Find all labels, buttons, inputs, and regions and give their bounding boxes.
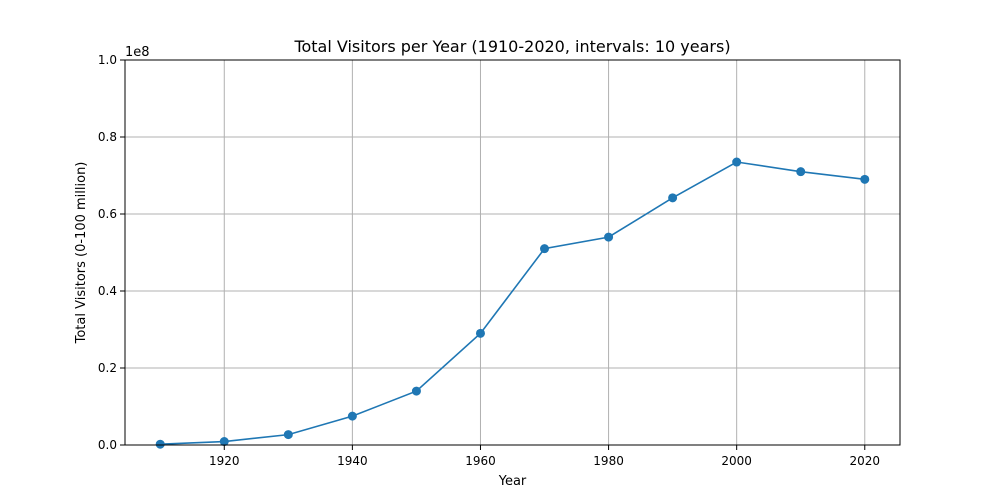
data-point — [796, 167, 806, 177]
y-axis-offset-label: 1e8 — [125, 45, 150, 60]
y-tick-label: 0.0 — [98, 438, 117, 452]
x-tick-label: 2020 — [849, 454, 880, 468]
y-tick-label: 0.8 — [98, 130, 117, 144]
data-point — [732, 157, 742, 167]
y-axis-label: Total Visitors (0-100 million) — [74, 162, 89, 345]
x-axis-ticks: 1920 1940 1960 1980 2000 2020 — [209, 445, 880, 468]
y-tick-label: 0.4 — [98, 284, 117, 298]
series-line — [160, 161, 865, 446]
y-tick-label: 0.2 — [98, 361, 117, 375]
data-point — [475, 328, 485, 338]
x-tick-label: 1940 — [337, 454, 368, 468]
data-point — [604, 232, 614, 242]
x-tick-label: 2000 — [721, 454, 752, 468]
x-tick-label: 1960 — [465, 454, 496, 468]
y-tick-label: 0.6 — [98, 207, 117, 221]
plot-frame — [124, 59, 901, 446]
data-point — [668, 193, 678, 203]
x-tick-label: 1920 — [209, 454, 240, 468]
data-point — [540, 244, 550, 254]
data-point — [283, 430, 293, 440]
chart-title: Total Visitors per Year (1910-2020, inte… — [293, 37, 730, 56]
y-axis-ticks: 0.0 0.2 0.4 0.6 0.8 1.0 — [98, 53, 125, 452]
x-tick-label: 1980 — [593, 454, 624, 468]
data-point — [219, 437, 229, 447]
data-point — [347, 411, 357, 421]
series-layer — [155, 157, 870, 449]
x-axis-label: Year — [498, 474, 527, 489]
data-point — [411, 386, 421, 396]
y-tick-label: 1.0 — [98, 53, 117, 67]
data-point — [860, 174, 870, 184]
data-point — [155, 439, 165, 449]
